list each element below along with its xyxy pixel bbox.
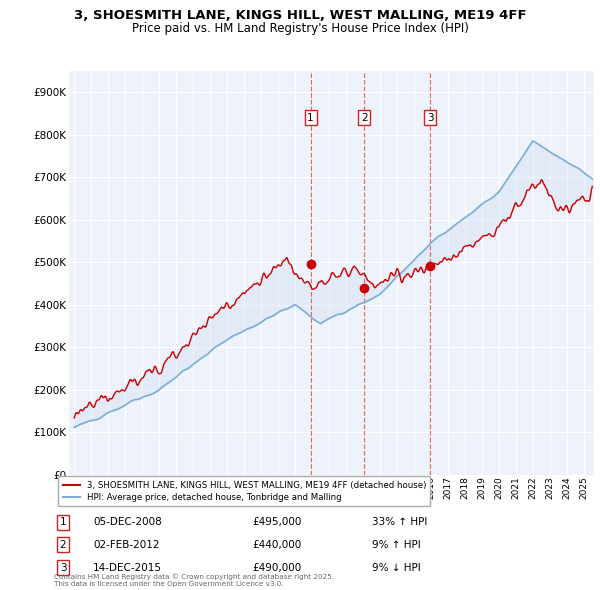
- Text: Price paid vs. HM Land Registry's House Price Index (HPI): Price paid vs. HM Land Registry's House …: [131, 22, 469, 35]
- Text: 3: 3: [59, 563, 67, 572]
- Text: £490,000: £490,000: [252, 563, 301, 572]
- Text: £440,000: £440,000: [252, 540, 301, 549]
- Text: 05-DEC-2008: 05-DEC-2008: [93, 517, 162, 527]
- Text: 9% ↑ HPI: 9% ↑ HPI: [372, 540, 421, 549]
- Text: 14-DEC-2015: 14-DEC-2015: [93, 563, 162, 572]
- Text: £495,000: £495,000: [252, 517, 301, 527]
- Text: 02-FEB-2012: 02-FEB-2012: [93, 540, 160, 549]
- Text: 9% ↓ HPI: 9% ↓ HPI: [372, 563, 421, 572]
- Text: 2: 2: [59, 540, 67, 549]
- Text: Contains HM Land Registry data © Crown copyright and database right 2025.
This d: Contains HM Land Registry data © Crown c…: [54, 573, 334, 587]
- Text: 3, SHOESMITH LANE, KINGS HILL, WEST MALLING, ME19 4FF: 3, SHOESMITH LANE, KINGS HILL, WEST MALL…: [74, 9, 526, 22]
- Text: 2: 2: [361, 113, 368, 123]
- Text: 1: 1: [59, 517, 67, 527]
- Legend: 3, SHOESMITH LANE, KINGS HILL, WEST MALLING, ME19 4FF (detached house), HPI: Ave: 3, SHOESMITH LANE, KINGS HILL, WEST MALL…: [58, 476, 430, 506]
- Text: 33% ↑ HPI: 33% ↑ HPI: [372, 517, 427, 527]
- Text: 1: 1: [307, 113, 314, 123]
- Text: 3: 3: [427, 113, 433, 123]
